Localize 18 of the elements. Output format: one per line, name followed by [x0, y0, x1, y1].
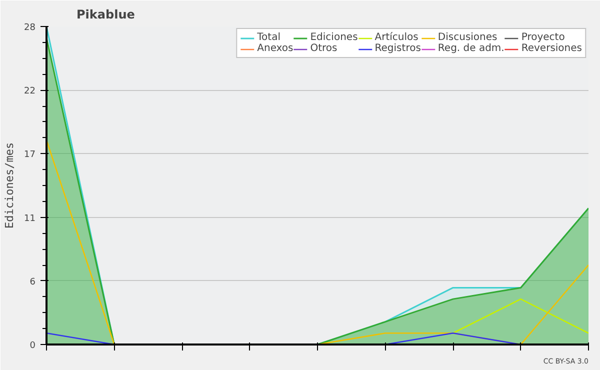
legend-label: Registros [374, 43, 421, 54]
y-tick-label: 22 [24, 86, 36, 97]
y-tick-label: 17 [24, 150, 36, 160]
legend-label: Reg. de adm. [438, 43, 504, 54]
y-tick-label: 6 [30, 277, 36, 288]
y-tick-label: 0 [30, 341, 36, 351]
y-axis-title: Ediciones/mes [3, 142, 16, 229]
legend-label: Otros [310, 43, 338, 54]
chart-title: Pikablue [76, 8, 135, 22]
legend-label: Anexos [257, 43, 294, 54]
y-tick-label: 28 [24, 23, 36, 33]
legend-label: Proyecto [521, 32, 565, 43]
y-tick-label: 11 [24, 214, 36, 224]
legend-label: Ediciones [310, 32, 358, 43]
legend-label: Total [257, 32, 280, 43]
legend-label: Reversiones [521, 43, 582, 54]
legend-label: Artículos [374, 32, 418, 43]
legend-label: Discusiones [438, 32, 498, 43]
